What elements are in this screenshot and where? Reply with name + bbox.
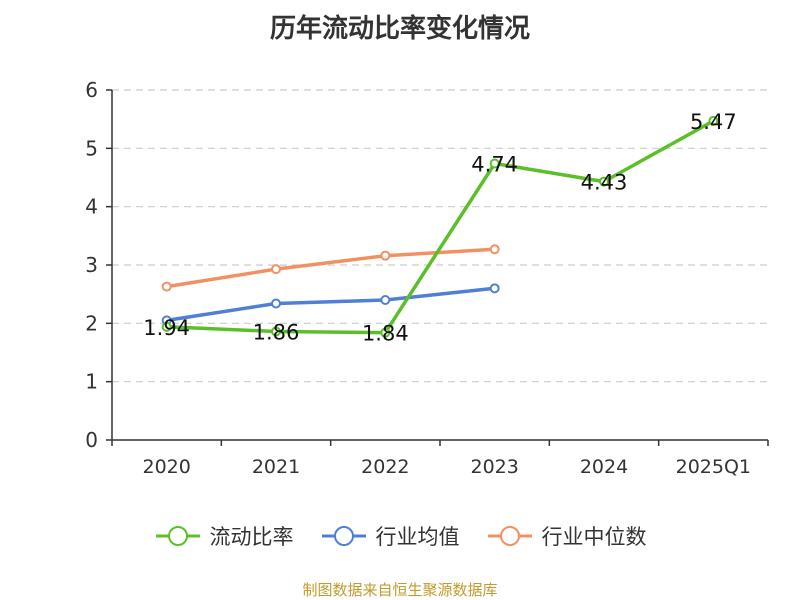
legend-item-series-1[interactable]: 流动比率 — [154, 521, 294, 551]
data-label: 1.86 — [253, 321, 300, 345]
legend-item-series-2[interactable]: 行业均值 — [320, 521, 460, 551]
data-point — [380, 295, 391, 305]
data-point — [161, 321, 172, 332]
data-label: 1.94 — [143, 316, 190, 340]
x-tick-label: 2020 — [142, 456, 190, 478]
y-tick-label: 6 — [85, 78, 98, 102]
legend-line-marker-icon — [487, 526, 532, 546]
x-axis: 2020 2021 2022 2023 2024 2025Q1 — [111, 439, 769, 478]
series-line-2 — [166, 286, 495, 323]
legend-label: 行业中位数 — [541, 525, 647, 549]
x-tick-label: 2023 — [470, 456, 518, 478]
data-point — [489, 158, 500, 169]
y-tick-label: 0 — [85, 428, 98, 452]
data-point — [271, 298, 281, 309]
legend-label: 行业均值 — [375, 525, 460, 549]
data-labels: 1.94 1.86 1.84 4.74 4.43 5.47 — [143, 110, 736, 346]
series-line-3 — [166, 247, 495, 289]
data-point — [489, 283, 500, 294]
series-lines — [161, 115, 719, 338]
legend-line-marker-icon — [321, 526, 366, 546]
data-point — [271, 264, 281, 275]
data-point — [380, 250, 391, 261]
legend-item-series-3[interactable]: 行业中位数 — [486, 521, 647, 551]
y-tick-label: 3 — [85, 253, 98, 277]
y-tick-label: 1 — [85, 370, 98, 394]
legend-label: 流动比率 — [209, 525, 294, 549]
x-tick-label: 2022 — [361, 456, 409, 478]
data-point — [489, 244, 500, 255]
data-point — [708, 115, 719, 126]
y-tick-label: 5 — [85, 136, 98, 160]
x-tick-label: 2025Q1 — [676, 456, 751, 478]
y-tick-label: 4 — [85, 195, 98, 219]
data-label: 1.84 — [362, 322, 409, 346]
series-line-1 — [166, 119, 715, 335]
source-note: 制图数据来自恒生聚源数据库 — [302, 581, 498, 599]
data-label: 4.74 — [471, 153, 518, 177]
legend: 流动比率 行业均值 行业中位数 — [0, 518, 800, 554]
x-tick-label: 2021 — [252, 456, 300, 478]
data-point — [599, 176, 609, 187]
data-point — [271, 326, 281, 337]
grid-lines — [112, 89, 768, 383]
x-tick-label: 2024 — [580, 456, 628, 478]
y-axis: 0 1 2 3 4 5 6 — [85, 78, 113, 452]
legend-line-marker-icon — [155, 526, 200, 546]
data-label: 4.43 — [581, 171, 628, 195]
y-tick-label: 2 — [85, 311, 98, 335]
data-label: 5.47 — [690, 110, 737, 134]
data-point — [380, 327, 391, 338]
chart-title: 历年流动比率变化情况 — [269, 14, 530, 44]
data-point — [161, 281, 172, 292]
